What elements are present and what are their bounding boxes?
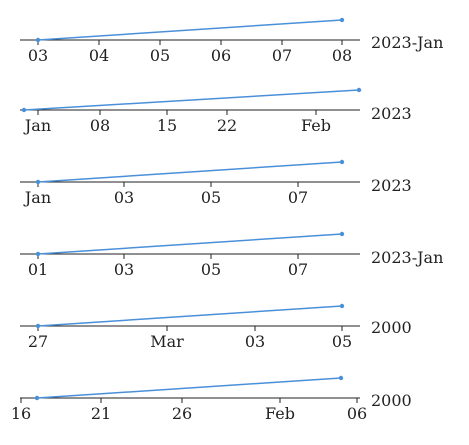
axis-offset-label: 2000 — [371, 391, 412, 410]
series-line — [23, 89, 360, 111]
x-tick-label: 07 — [288, 260, 308, 279]
axis-offset-label: 2023 — [371, 104, 412, 123]
x-tick-label: Jan — [23, 116, 51, 135]
data-point — [35, 179, 41, 185]
data-point — [35, 37, 41, 43]
x-tick-label: 22 — [217, 116, 237, 135]
data-point — [339, 17, 345, 23]
x-tick-label: 16 — [11, 404, 31, 423]
x-tick-label: Mar — [150, 332, 184, 351]
x-tick-label: 07 — [288, 188, 308, 207]
x-tick-label: 06 — [211, 46, 231, 65]
x-tick-label: 03 — [114, 188, 134, 207]
x-tick-label: 03 — [28, 46, 48, 65]
x-tick-label: Jan — [23, 188, 51, 207]
data-point — [356, 87, 362, 93]
x-tick-label: 08 — [332, 46, 352, 65]
data-point — [34, 395, 40, 401]
series-line — [37, 305, 343, 327]
x-tick-label: 15 — [157, 116, 177, 135]
data-point — [35, 251, 41, 257]
x-tick-label: Feb — [265, 404, 295, 423]
x-tick-label: 04 — [89, 46, 109, 65]
series-line — [36, 377, 342, 399]
x-tick-label: 05 — [150, 46, 170, 65]
x-tick-label: 26 — [172, 404, 192, 423]
x-tick-label: 27 — [28, 332, 48, 351]
data-point — [339, 231, 345, 237]
data-point — [338, 375, 344, 381]
x-tick-label: 03 — [245, 332, 265, 351]
data-point — [339, 159, 345, 165]
data-point — [21, 107, 27, 113]
x-tick-label: 03 — [114, 260, 134, 279]
series-line — [37, 233, 343, 255]
data-point — [339, 303, 345, 309]
x-tick-label: 06 — [347, 404, 367, 423]
x-tick-label: 05 — [201, 188, 221, 207]
axis-offset-label: 2023 — [371, 176, 412, 195]
x-tick-label: 01 — [28, 260, 48, 279]
x-tick-label: 08 — [90, 116, 110, 135]
series-line — [37, 19, 343, 41]
axis-offset-label: 2000 — [371, 318, 412, 337]
x-tick-label: 21 — [91, 404, 111, 423]
series-line — [37, 161, 343, 183]
x-tick-label: 05 — [332, 332, 352, 351]
x-tick-label: Feb — [301, 116, 331, 135]
x-tick-label: 05 — [201, 260, 221, 279]
data-point — [35, 323, 41, 329]
axis-offset-label: 2023-Jan — [371, 248, 443, 267]
x-tick-label: 07 — [272, 46, 292, 65]
axis-offset-label: 2023-Jan — [371, 33, 443, 52]
